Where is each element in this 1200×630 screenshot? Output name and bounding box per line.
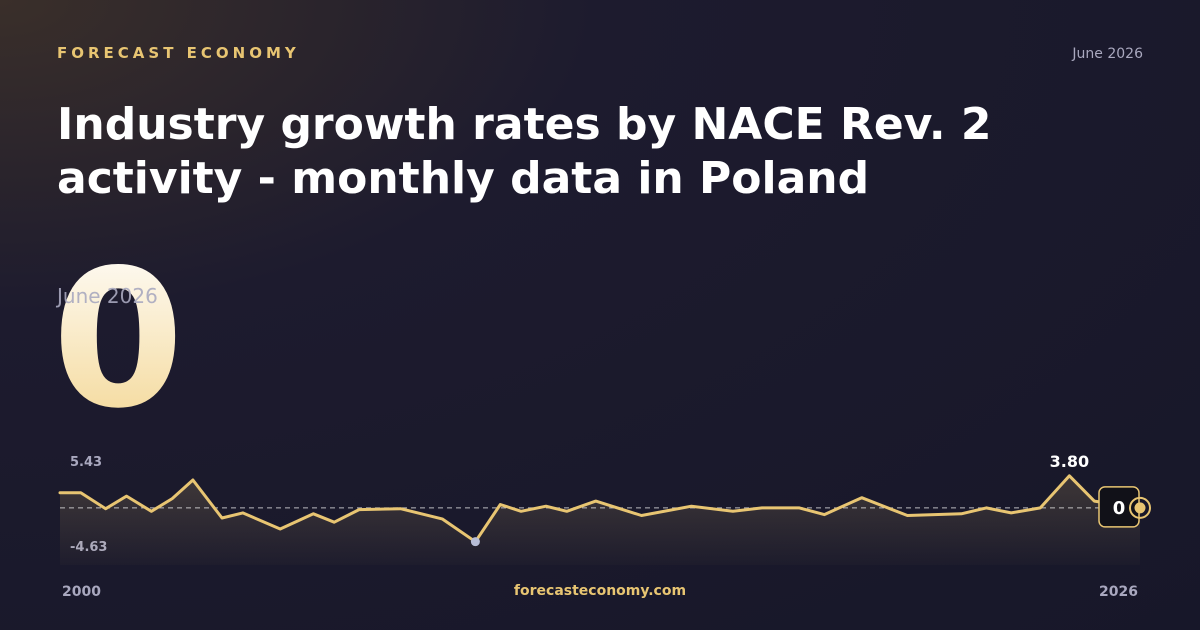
latest-value: 0 <box>52 229 184 450</box>
line <box>58 474 1142 544</box>
x-tick-label: 2026 <box>1099 584 1138 600</box>
y-tick-label: 5.43 <box>70 455 102 470</box>
end-ring <box>1129 496 1151 519</box>
area <box>60 475 1140 565</box>
end-label: 0 <box>1113 498 1126 519</box>
latest-date: June 2026 <box>55 284 158 308</box>
date: June 2026 <box>1072 46 1143 62</box>
footer: forecasteconomy.com <box>513 583 687 599</box>
min-point <box>470 537 480 547</box>
end-point <box>1134 502 1146 514</box>
value-label: 3.80 <box>1050 452 1089 471</box>
brand: FORECAST ECONOMY <box>57 44 300 62</box>
x-tick-label: 2000 <box>62 584 101 600</box>
chart-title: Industry growth rates by NACE Rev. 2 act… <box>57 99 992 204</box>
